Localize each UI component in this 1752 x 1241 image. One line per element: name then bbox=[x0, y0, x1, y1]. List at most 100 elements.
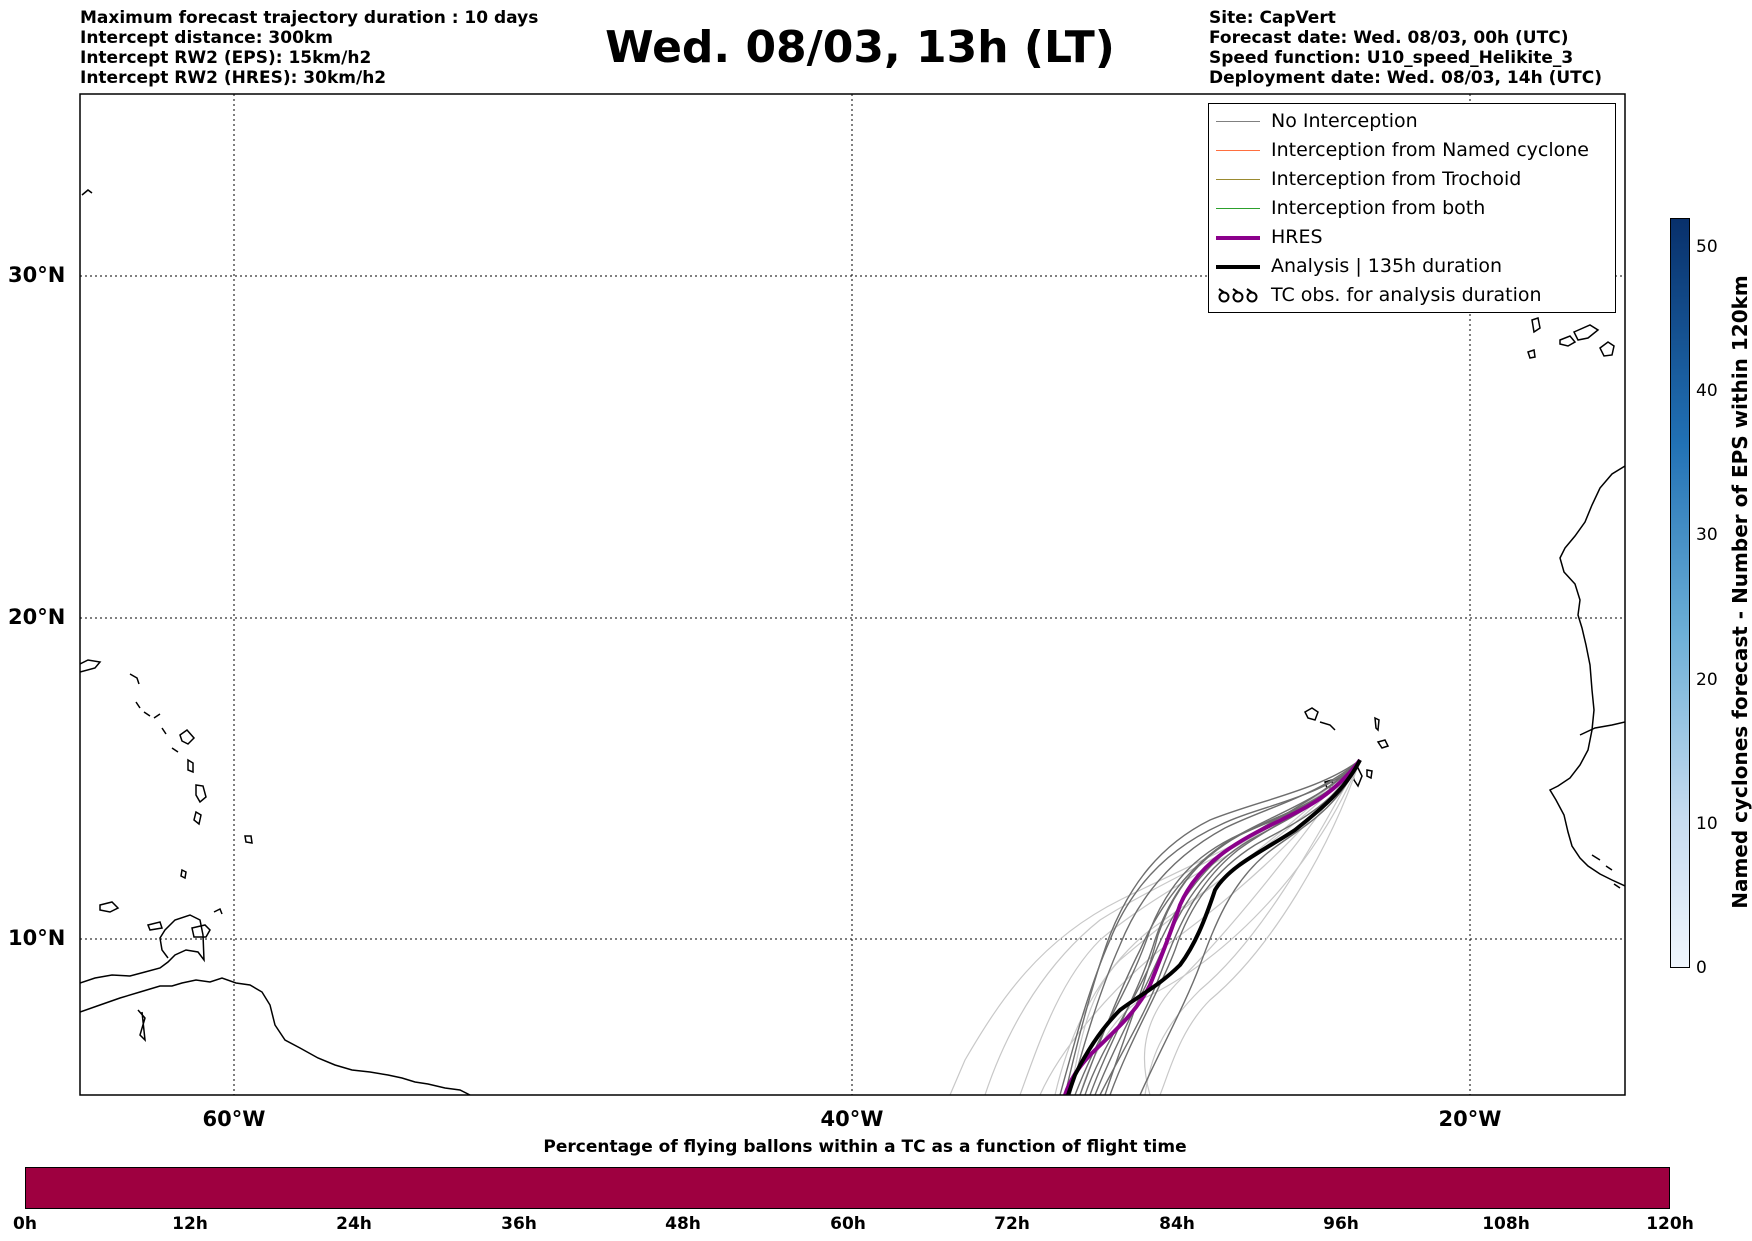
header-right-line: Deployment date: Wed. 08/03, 14h (UTC) bbox=[1209, 68, 1603, 88]
island-boa-vista bbox=[1376, 739, 1390, 749]
header-right-line: Speed function: U10_speed_Helikite_3 bbox=[1209, 48, 1574, 68]
analysis-trajectory bbox=[1066, 759, 1362, 1095]
island-canary-3 bbox=[1572, 324, 1600, 341]
legend-swatch bbox=[1216, 121, 1260, 122]
lat-label-20n: 20°N bbox=[8, 605, 66, 629]
legend-swatch bbox=[1216, 236, 1260, 240]
percentage-bar-tick: 36h bbox=[501, 1214, 537, 1234]
lat-label-10n: 10°N bbox=[8, 926, 66, 950]
island-north-1 bbox=[81, 189, 93, 196]
header-left-line: Maximum forecast trajectory duration : 1… bbox=[80, 8, 539, 28]
percentage-bar-tick: 60h bbox=[830, 1214, 866, 1234]
legend-item: Interception from both bbox=[1209, 196, 1615, 222]
coastline-trinidad bbox=[191, 924, 211, 938]
percentage-bar-tick: 0h bbox=[13, 1214, 37, 1234]
lon-label-20w: 20°W bbox=[1438, 1107, 1502, 1131]
lon-label-40w: 40°W bbox=[820, 1107, 884, 1131]
legend-item: Interception from Trochoid bbox=[1209, 167, 1615, 193]
legend-swatch bbox=[1216, 179, 1260, 180]
legend-label: Analysis | 135h duration bbox=[1271, 255, 1503, 277]
colorbar bbox=[1670, 218, 1690, 968]
trajectory-line bbox=[1144, 759, 1361, 1095]
trajectory-line bbox=[1109, 759, 1361, 1095]
colorbar-tick: 50 bbox=[1696, 237, 1718, 257]
legend-swatch bbox=[1216, 265, 1260, 269]
island-small-1 bbox=[135, 701, 151, 717]
colorbar-label: Named cyclones forecast - Number of EPS … bbox=[1728, 275, 1752, 909]
trajectory-line bbox=[1143, 759, 1361, 1095]
island-aruba bbox=[99, 901, 120, 913]
hres-trajectory bbox=[1063, 758, 1362, 1095]
island-martinique bbox=[195, 784, 207, 804]
island-barbados bbox=[244, 835, 253, 844]
legend-swatch bbox=[1216, 150, 1260, 151]
colorbar-tick: 20 bbox=[1696, 670, 1718, 690]
island-canary-5 bbox=[1527, 349, 1536, 359]
legend-label: TC obs. for analysis duration bbox=[1271, 284, 1542, 306]
legend-label: HRES bbox=[1271, 226, 1323, 248]
trajectory-line bbox=[1104, 759, 1361, 1095]
island-maio bbox=[1366, 769, 1373, 780]
colorbar-tick: 10 bbox=[1696, 814, 1718, 834]
header-right-block: Site: CapVert Forecast date: Wed. 08/03,… bbox=[1209, 8, 1602, 88]
lat-label-30n: 30°N bbox=[8, 263, 66, 287]
island-canary-1 bbox=[1531, 317, 1541, 334]
percentage-bar-tick: 84h bbox=[1159, 1214, 1195, 1234]
legend-item: HRES bbox=[1209, 225, 1615, 251]
coastline-guinea-islands bbox=[1591, 854, 1621, 889]
trajectory-line bbox=[1079, 759, 1361, 1095]
coastline-senegal-river bbox=[1579, 721, 1625, 736]
island-margarita bbox=[146, 921, 163, 931]
island-guadeloupe bbox=[179, 728, 196, 745]
legend-label: Interception from Named cyclone bbox=[1271, 139, 1589, 161]
island-santo-antao bbox=[1304, 707, 1319, 721]
legend-item: TC obs. for analysis duration bbox=[1209, 283, 1615, 309]
legend-item: No Interception bbox=[1209, 109, 1615, 135]
island-puerto-rico bbox=[80, 659, 102, 673]
trajectory-line bbox=[1139, 759, 1361, 1095]
coastline-west-africa bbox=[1548, 465, 1625, 887]
percentage-bar-tick: 120h bbox=[1646, 1214, 1694, 1234]
percentage-bar-tick: 72h bbox=[994, 1214, 1030, 1234]
island-dominica bbox=[187, 758, 194, 774]
header-left-line: Intercept RW2 (EPS): 15km/h2 bbox=[80, 48, 372, 68]
trajectory-line bbox=[1059, 759, 1361, 1095]
colorbar-tick: 0 bbox=[1696, 958, 1707, 978]
legend-item: Analysis | 135h duration bbox=[1209, 254, 1615, 280]
island-vi bbox=[129, 673, 140, 685]
map-frame bbox=[79, 93, 1626, 1096]
trajectory-line bbox=[1159, 759, 1361, 1095]
island-sao-vicente bbox=[1319, 721, 1336, 731]
colorbar-tick: 40 bbox=[1696, 381, 1718, 401]
coastline-guyana-shelf bbox=[137, 1009, 146, 1043]
lon-label-60w: 60°W bbox=[202, 1107, 266, 1131]
cyclone-symbol-icon bbox=[1218, 288, 1258, 303]
percentage-bar bbox=[25, 1167, 1670, 1209]
percentage-bar-tick: 24h bbox=[336, 1214, 372, 1234]
legend-label: No Interception bbox=[1271, 110, 1418, 132]
island-leewards bbox=[153, 713, 179, 753]
percentage-bar-tick: 48h bbox=[665, 1214, 701, 1234]
header-right-line: Forecast date: Wed. 08/03, 00h (UTC) bbox=[1209, 28, 1569, 48]
island-canary-2 bbox=[1559, 335, 1577, 347]
trajectories-no-interception bbox=[1059, 759, 1361, 1095]
coastline-venezuela bbox=[80, 914, 205, 984]
percentage-bar-tick: 12h bbox=[172, 1214, 208, 1234]
percentage-bar-tick: 108h bbox=[1482, 1214, 1530, 1234]
page-title: Wed. 08/03, 13h (LT) bbox=[605, 22, 1115, 73]
island-sal bbox=[1374, 716, 1380, 732]
colorbar-tick: 30 bbox=[1696, 525, 1718, 545]
legend-label: Interception from both bbox=[1271, 197, 1486, 219]
island-tobago bbox=[213, 907, 223, 915]
trajectory-line bbox=[1064, 759, 1361, 1095]
header-right-line: Site: CapVert bbox=[1209, 8, 1336, 28]
legend-item: Interception from Named cyclone bbox=[1209, 138, 1615, 164]
island-grenada bbox=[180, 868, 187, 880]
trajectory-line bbox=[1069, 759, 1361, 1095]
header-left-block: Maximum forecast trajectory duration : 1… bbox=[80, 8, 538, 88]
percentage-bar-tick: 96h bbox=[1323, 1214, 1359, 1234]
map-legend: No Interception Interception from Named … bbox=[1208, 103, 1616, 313]
header-left-line: Intercept RW2 (HRES): 30km/h2 bbox=[80, 68, 387, 88]
island-st-lucia bbox=[193, 810, 202, 826]
